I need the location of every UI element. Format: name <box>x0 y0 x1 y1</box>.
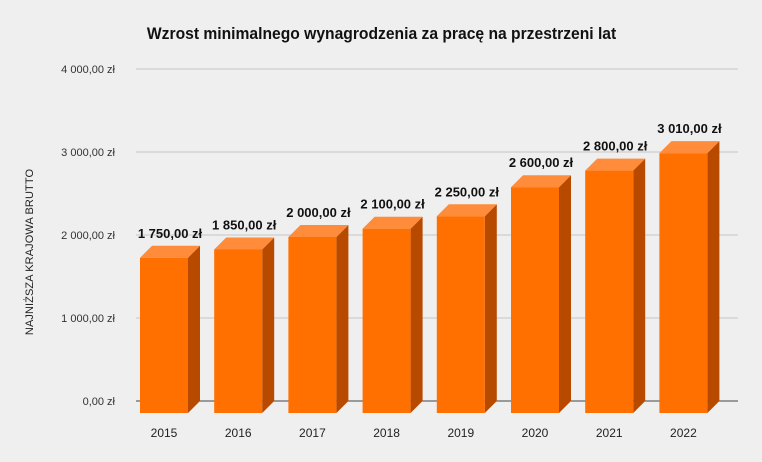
bar-top <box>362 216 423 229</box>
bar-side <box>410 216 423 413</box>
bar-side <box>559 175 571 413</box>
y-tick-label: 2 000,00 zł <box>61 230 115 242</box>
bar-side <box>188 245 200 413</box>
bar-side <box>707 141 720 414</box>
data-label: 2 800,00 zł <box>583 139 648 154</box>
y-axis-ticks: 0,00 zł 1 000,00 zł 2 000,00 zł 3 000,00 zł… <box>61 64 115 408</box>
data-label: 2 000,00 zł <box>286 205 351 220</box>
data-label: 1 750,00 zł <box>138 226 203 241</box>
chart-title: Wzrost minimalnego wynagrodzenia za prac… <box>146 24 617 43</box>
x-tick-label: 2021 <box>596 426 623 440</box>
x-axis-ticks: 2015 2016 2017 2018 2019 2020 2021 2022 <box>151 426 697 440</box>
bar <box>585 170 634 413</box>
data-label: 1 850,00 zł <box>212 217 277 232</box>
bar-top <box>214 237 275 250</box>
y-tick-label: 3 000,00 zł <box>61 147 115 159</box>
x-tick-label: 2022 <box>670 426 697 440</box>
bar <box>288 237 337 413</box>
bar-side <box>633 158 646 413</box>
x-tick-label: 2020 <box>522 426 549 440</box>
x-tick-label: 2019 <box>447 426 474 440</box>
bar-top <box>288 225 349 237</box>
bar-side <box>484 204 497 413</box>
bar-top <box>436 204 497 217</box>
bar-top <box>659 141 720 154</box>
x-tick-label: 2015 <box>151 426 178 440</box>
bar-top <box>585 158 646 171</box>
bar <box>659 153 708 414</box>
bar-top <box>511 175 571 188</box>
bar <box>511 187 559 413</box>
bar-top <box>140 245 200 258</box>
bar-side <box>336 225 349 413</box>
data-label: 3 010,00 zł <box>657 121 722 136</box>
bars <box>140 141 720 414</box>
bar <box>436 216 485 413</box>
x-tick-label: 2018 <box>373 426 400 440</box>
y-tick-label: 0,00 zł <box>83 396 116 408</box>
bar-side <box>262 237 275 413</box>
data-label: 2 100,00 zł <box>360 197 425 212</box>
bar <box>214 249 263 413</box>
value-labels: 1 750,00 zł 1 850,00 zł 2 000,00 zł 2 100,0… <box>138 121 722 241</box>
x-tick-label: 2017 <box>299 426 326 440</box>
y-tick-label: 1 000,00 zł <box>61 313 115 325</box>
y-tick-label: 4 000,00 zł <box>61 64 115 76</box>
data-label: 2 250,00 zł <box>435 184 500 199</box>
bar <box>362 228 411 413</box>
x-tick-label: 2016 <box>225 426 252 440</box>
bar <box>140 257 188 413</box>
data-label: 2 600,00 zł <box>509 155 574 170</box>
